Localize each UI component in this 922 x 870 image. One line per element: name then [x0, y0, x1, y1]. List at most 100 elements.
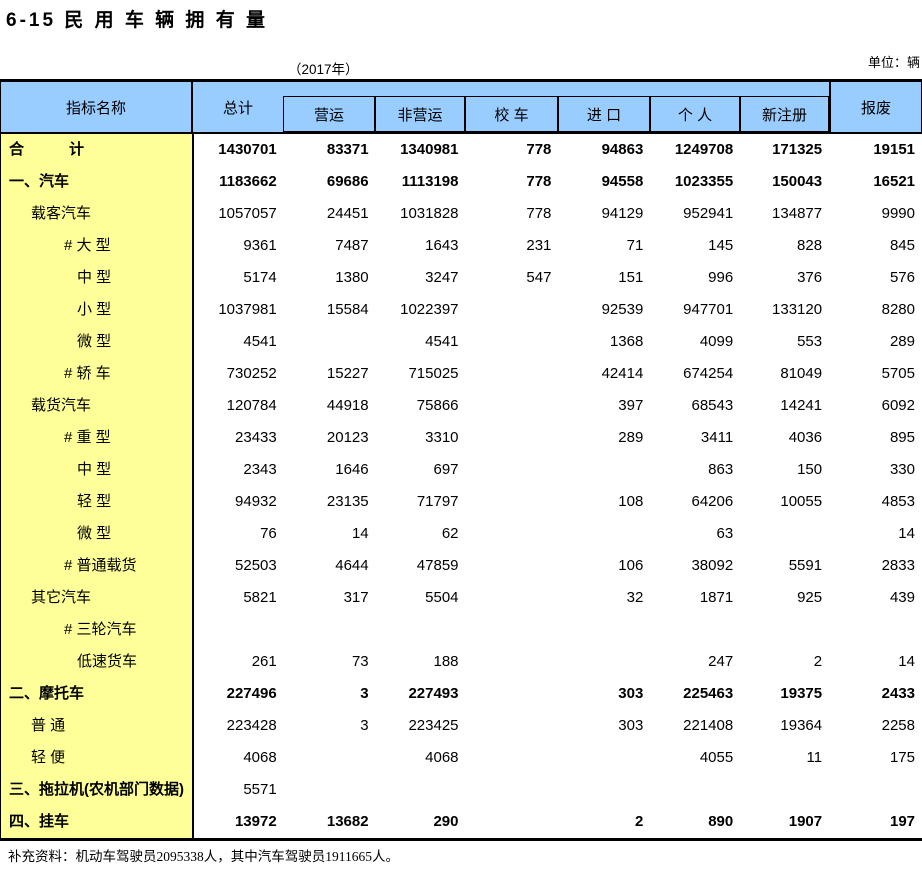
- value-cell: 197: [890, 813, 916, 830]
- table-row: 三、拖拉机(农机部门数据) 5571: [1, 774, 922, 806]
- value-cell: 890: [708, 813, 734, 830]
- value-cell: 32: [626, 589, 644, 606]
- value-cell: 289: [889, 333, 915, 350]
- table-row: # 普通载货 52503 4644 47859 106 38092 5591 2833: [1, 550, 922, 582]
- row-label: 小 型: [1, 294, 194, 326]
- value-cell: [558, 774, 650, 806]
- value-cell: 76: [260, 525, 277, 542]
- table-row: 普 通 223428 3 223425 303 221408 19364 2258: [1, 710, 922, 742]
- value-cell: 4055: [699, 749, 734, 766]
- value-cell: 547: [526, 269, 552, 286]
- value-cell: [740, 774, 829, 806]
- value-cell: [650, 614, 740, 646]
- value-cell: 94129: [601, 205, 644, 222]
- value-cell: 4068: [425, 749, 459, 766]
- value-cell: 8280: [881, 301, 915, 318]
- row-label: 二、摩托车: [1, 678, 194, 710]
- value-cell: 83371: [326, 141, 369, 158]
- value-cell: 14: [898, 525, 915, 542]
- value-cell: 188: [433, 653, 459, 670]
- row-label: 低速货车: [1, 646, 194, 678]
- table-row: 中 型 2343 1646 697 863 150 330: [1, 454, 922, 486]
- table-row: 轻 便 4068 4068 4055 11 175: [1, 742, 922, 774]
- value-cell: 674254: [683, 365, 734, 382]
- value-cell: [466, 614, 559, 646]
- value-cell: 42414: [601, 365, 644, 382]
- row-label: 中 型: [1, 262, 194, 294]
- year-subtitle: （2017年）: [288, 62, 359, 77]
- value-cell: 14: [351, 525, 369, 542]
- value-cell: 227493: [408, 685, 459, 702]
- value-cell: 778: [526, 205, 552, 222]
- value-cell: 9361: [243, 237, 277, 254]
- value-cell: [466, 742, 559, 774]
- value-cell: 223428: [226, 717, 277, 734]
- value-cell: 2: [634, 813, 644, 830]
- row-label: 微 型: [1, 518, 194, 550]
- table-row: 低速货车 261 73 188 247 2 14: [1, 646, 922, 678]
- header-col-total: 总计: [222, 99, 253, 117]
- value-cell: [466, 774, 559, 806]
- value-cell: 73: [351, 653, 369, 670]
- value-cell: [829, 774, 922, 806]
- value-cell: 778: [526, 141, 552, 158]
- value-cell: 20123: [326, 429, 369, 446]
- value-cell: 92539: [601, 301, 644, 318]
- table-row: 轻 型 94932 23135 71797 108 64206 10055 4853: [1, 486, 922, 518]
- value-cell: 1907: [788, 813, 823, 830]
- value-cell: 225463: [683, 685, 734, 702]
- value-cell: 19375: [780, 685, 823, 702]
- footer-note: 补充资料：机动车驾驶员2095338人，其中汽车驾驶员1911665人。: [8, 849, 399, 864]
- header-col-newly-registered: 新注册: [740, 96, 829, 132]
- value-cell: [466, 422, 559, 454]
- value-cell: 4644: [335, 557, 369, 574]
- table-row: 小 型 1037981 15584 1022397 92539 947701 133120 8…: [1, 294, 922, 326]
- unit-label: 单位：辆: [867, 55, 920, 70]
- value-cell: 3310: [425, 429, 459, 446]
- value-cell: 730252: [226, 365, 277, 382]
- value-cell: [740, 518, 829, 550]
- page-title: 6-15 民 用 车 辆 拥 有 量: [6, 10, 268, 31]
- table-header-row: 指标名称 总计 营运 非营运 校 车 进 口 个 人 新注册 报废: [0, 79, 922, 134]
- value-cell: 71: [626, 237, 644, 254]
- value-cell: 6092: [881, 397, 915, 414]
- value-cell: 63: [716, 525, 734, 542]
- row-label: 其它汽车: [1, 582, 194, 614]
- value-cell: 64206: [691, 493, 734, 510]
- value-cell: 1340981: [400, 141, 459, 158]
- value-cell: 4541: [243, 333, 277, 350]
- value-cell: 3247: [425, 269, 459, 286]
- table-row: 一、汽车 1183662 69686 1113198 778 94558 1023355 15…: [1, 166, 922, 198]
- value-cell: 15227: [326, 365, 369, 382]
- value-cell: 2: [813, 653, 823, 670]
- table-row: 微 型 76 14 62 63 14: [1, 518, 922, 550]
- value-cell: 5174: [243, 269, 277, 286]
- value-cell: 1871: [699, 589, 734, 606]
- header-col-personal: 个 人: [650, 96, 740, 132]
- statistics-table: 指标名称 总计 营运 非营运 校 车 进 口 个 人 新注册 报废 合 计 143…: [0, 79, 922, 841]
- table-row: 载货汽车 120784 44918 75866 397 68543 14241 6092: [1, 390, 922, 422]
- value-cell: [558, 742, 650, 774]
- header-indicator-name: 指标名称: [1, 82, 193, 132]
- value-cell: [284, 742, 376, 774]
- row-label: 载客汽车: [1, 198, 194, 230]
- value-cell: 1037981: [218, 301, 277, 318]
- table-row: # 轿 车 730252 15227 715025 42414 674254 81049 57…: [1, 358, 922, 390]
- value-cell: 2258: [881, 717, 915, 734]
- value-cell: 68543: [691, 397, 734, 414]
- value-cell: 1031828: [400, 205, 459, 222]
- header-col-imported: 进 口: [558, 96, 650, 132]
- value-cell: 439: [889, 589, 915, 606]
- value-cell: 75866: [416, 397, 459, 414]
- value-cell: 62: [441, 525, 459, 542]
- value-cell: 133120: [772, 301, 823, 318]
- row-label: 一、汽车: [1, 166, 194, 198]
- value-cell: [466, 678, 559, 710]
- value-cell: 4036: [788, 429, 823, 446]
- value-cell: 150043: [772, 173, 823, 190]
- value-cell: 106: [618, 557, 644, 574]
- row-label: 载货汽车: [1, 390, 194, 422]
- row-label: # 三轮汽车: [1, 614, 194, 646]
- value-cell: 553: [797, 333, 823, 350]
